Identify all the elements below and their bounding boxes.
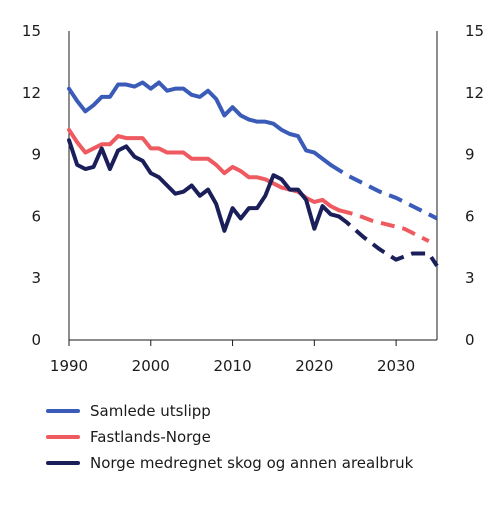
left-y-tick-label: 6 [31, 207, 41, 225]
left-y-tick-label: 0 [31, 331, 41, 349]
series-line-projection [338, 208, 430, 243]
x-tick-labels: 1990 2000 2010 2020 2030 [50, 340, 415, 375]
x-tick-label: 2020 [295, 357, 333, 375]
legend-swatch [46, 409, 80, 413]
series-lines [67, 80, 439, 267]
left-y-tick-label: 3 [31, 269, 41, 287]
left-y-tick-labels: 0 3 6 9 12 15 [22, 22, 41, 349]
legend-swatch [46, 435, 80, 439]
legend-swatch [46, 461, 80, 465]
legend-label: Norge medregnet skog og annen arealbruk [90, 454, 414, 472]
left-y-tick-label: 15 [22, 22, 41, 40]
x-tick-label: 2010 [213, 357, 251, 375]
x-tick-label: 1990 [50, 357, 88, 375]
right-y-tick-labels: 0 3 6 9 12 15 [465, 22, 484, 349]
legend-item-fastlands-norge: Fastlands-Norge [46, 424, 413, 450]
x-tick-label: 2030 [377, 357, 415, 375]
series-line-projection [337, 214, 439, 267]
left-y-tick-label: 9 [31, 146, 41, 164]
right-y-tick-label: 6 [465, 207, 475, 225]
legend-label: Fastlands-Norge [90, 428, 211, 446]
legend: Samlede utslipp Fastlands-Norge Norge me… [46, 398, 413, 476]
right-y-tick-label: 15 [465, 22, 484, 40]
series-2 [67, 138, 439, 267]
legend-label: Samlede utslipp [90, 402, 211, 420]
x-tick-label: 2000 [132, 357, 170, 375]
series-line-historical [67, 138, 341, 233]
series-line-historical [67, 80, 333, 167]
right-y-tick-label: 0 [465, 331, 475, 349]
series-0 [67, 80, 438, 221]
right-y-tick-label: 12 [465, 84, 484, 102]
line-chart: 0 3 6 9 12 15 0 3 6 9 12 15 1990 2000 2010 2020 2030 [22, 22, 484, 375]
series-line-projection [329, 163, 438, 221]
legend-item-samlede-utslipp: Samlede utslipp [46, 398, 413, 424]
left-y-tick-label: 12 [22, 84, 41, 102]
right-y-tick-label: 9 [465, 146, 475, 164]
legend-item-norge-medregnet-skog: Norge medregnet skog og annen arealbruk [46, 450, 413, 476]
right-y-tick-label: 3 [465, 269, 475, 287]
